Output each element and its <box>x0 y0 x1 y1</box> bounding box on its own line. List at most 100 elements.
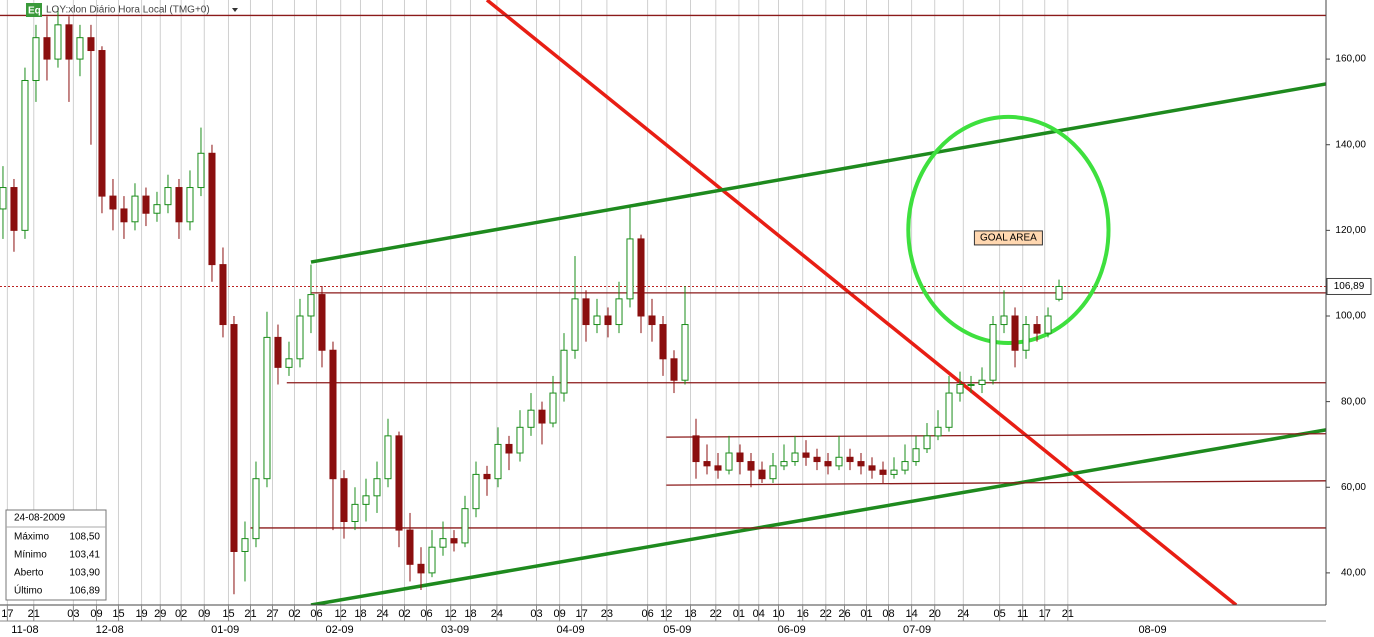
candle-body <box>670 358 678 381</box>
candle-body <box>329 349 337 480</box>
candle-body <box>285 358 293 368</box>
info-key: Máximo <box>14 532 49 543</box>
x-tick-label: 02 <box>175 608 187 620</box>
candle-body <box>384 435 392 480</box>
x-tick-label: 18 <box>684 608 696 620</box>
x-tick-label: 21 <box>1062 608 1074 620</box>
info-value: 108,50 <box>69 532 100 543</box>
x-tick-label: 05 <box>993 608 1005 620</box>
x-tick-label: 01 <box>733 608 745 620</box>
candle-body <box>901 461 909 471</box>
candle-body <box>956 383 964 394</box>
candle-body <box>450 538 458 544</box>
candle-body <box>516 426 524 454</box>
month-label: 05-09 <box>663 624 691 636</box>
x-tick-label: 11 <box>1017 608 1028 620</box>
candle-body <box>318 294 326 351</box>
candle-body <box>571 298 579 351</box>
candle-body <box>98 50 106 197</box>
x-tick-label: 03 <box>67 608 79 620</box>
candle-body <box>362 495 370 505</box>
x-tick-label: 02 <box>288 608 300 620</box>
candle-body <box>175 187 183 223</box>
x-tick-label: 03 <box>530 608 542 620</box>
trend-line <box>485 0 1238 607</box>
x-tick-label: 18 <box>464 608 476 620</box>
x-tick-label: 09 <box>553 608 565 620</box>
candle-body <box>0 187 7 210</box>
candle-body <box>54 24 62 60</box>
candle-body <box>274 336 282 368</box>
candle-body <box>186 187 194 223</box>
candle-body <box>582 298 590 326</box>
candle-body <box>109 195 117 210</box>
candle-body <box>494 443 502 480</box>
x-tick-label: 06 <box>641 608 653 620</box>
candle-body <box>10 187 18 231</box>
candle-body <box>307 294 315 317</box>
candle-body <box>527 409 535 428</box>
badge-bg <box>26 3 42 17</box>
trend-line <box>666 433 1327 438</box>
candle-body <box>76 37 84 60</box>
candle-body <box>736 452 744 463</box>
candle-body <box>637 238 645 317</box>
y-tick-label: 100,00 <box>1335 311 1366 322</box>
x-tick-label: 02 <box>398 608 410 620</box>
x-tick-label: 17 <box>1 608 13 620</box>
candle-body <box>626 238 634 300</box>
candle-body <box>439 538 447 548</box>
x-tick-label: 27 <box>266 608 278 620</box>
candle-body <box>604 315 612 326</box>
candle-body <box>351 503 359 523</box>
x-tick-label: 01 <box>860 608 872 620</box>
x-tick-label: 26 <box>838 608 850 620</box>
candle-body <box>846 456 854 463</box>
candle-body <box>65 24 73 60</box>
candle-body <box>978 379 986 385</box>
x-tick-label: 21 <box>244 608 256 620</box>
candle-body <box>1022 324 1030 351</box>
candle-body <box>912 448 920 463</box>
candle-body <box>824 461 832 467</box>
candle-body <box>934 426 942 437</box>
candle-body <box>879 469 887 475</box>
x-tick-label: 09 <box>198 608 210 620</box>
candle-body <box>43 37 51 60</box>
candle-body <box>681 324 689 381</box>
badge: Eq <box>28 6 41 17</box>
candle-body <box>560 349 568 394</box>
x-tick-label: 15 <box>112 608 124 620</box>
candle-body <box>21 79 29 231</box>
x-tick-label: 09 <box>90 608 102 620</box>
candle-body <box>131 195 139 223</box>
candle-body <box>868 465 876 471</box>
candle-body <box>813 456 821 463</box>
candle-body <box>769 465 777 480</box>
candle-body <box>967 383 975 386</box>
x-tick-label: 08 <box>882 608 894 620</box>
dropdown-arrow[interactable] <box>232 8 238 12</box>
info-key: Aberto <box>14 568 44 579</box>
candle-body <box>373 478 381 497</box>
candle-body <box>252 478 260 540</box>
x-tick-label: 17 <box>1039 608 1051 620</box>
candle-body <box>692 435 700 463</box>
info-key: Último <box>14 584 43 597</box>
info-value: 106,89 <box>69 586 100 597</box>
x-tick-label: 24 <box>491 608 503 620</box>
candle-body <box>219 264 227 326</box>
candle-body <box>1011 315 1019 351</box>
x-tick-label: 22 <box>710 608 722 620</box>
month-label: 02-09 <box>326 624 354 636</box>
candle-body <box>714 465 722 471</box>
candle-body <box>593 315 601 326</box>
candle-body <box>989 324 997 381</box>
candle-body <box>428 546 436 574</box>
candle-body <box>725 452 733 471</box>
info-date: 24-08-2009 <box>14 513 66 524</box>
goal-label: GOAL AREA <box>980 233 1037 244</box>
candle-body <box>87 37 95 52</box>
month-label: 08-09 <box>1138 624 1166 636</box>
candle-body <box>483 473 491 480</box>
